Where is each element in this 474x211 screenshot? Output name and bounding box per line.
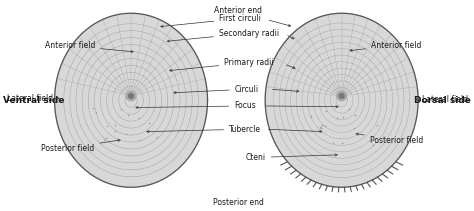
- Ellipse shape: [339, 93, 344, 98]
- Text: Lateral field: Lateral field: [7, 94, 59, 103]
- Polygon shape: [55, 13, 208, 187]
- Text: Secondary radii: Secondary radii: [167, 29, 279, 42]
- Text: Anterior field: Anterior field: [45, 41, 133, 53]
- Ellipse shape: [337, 91, 346, 101]
- Text: Cteni: Cteni: [246, 153, 337, 162]
- Text: Anterior end: Anterior end: [214, 6, 262, 15]
- Text: Dorsal side: Dorsal side: [414, 96, 471, 105]
- Polygon shape: [265, 13, 418, 187]
- Text: Lateral field: Lateral field: [416, 95, 468, 104]
- Text: Anterior field: Anterior field: [350, 41, 421, 51]
- Ellipse shape: [126, 91, 136, 101]
- Text: Posterior end: Posterior end: [213, 197, 264, 207]
- Text: Primary radii: Primary radii: [170, 58, 274, 72]
- Text: Ventral side: Ventral side: [3, 96, 64, 105]
- Text: First circuli: First circuli: [161, 14, 261, 27]
- Text: Circuli: Circuli: [174, 85, 259, 94]
- Text: Tubercle: Tubercle: [147, 125, 261, 134]
- Text: Posterior field: Posterior field: [41, 139, 120, 153]
- Text: Focus: Focus: [136, 101, 256, 110]
- Ellipse shape: [128, 93, 134, 98]
- Text: Posterior field: Posterior field: [356, 133, 423, 145]
